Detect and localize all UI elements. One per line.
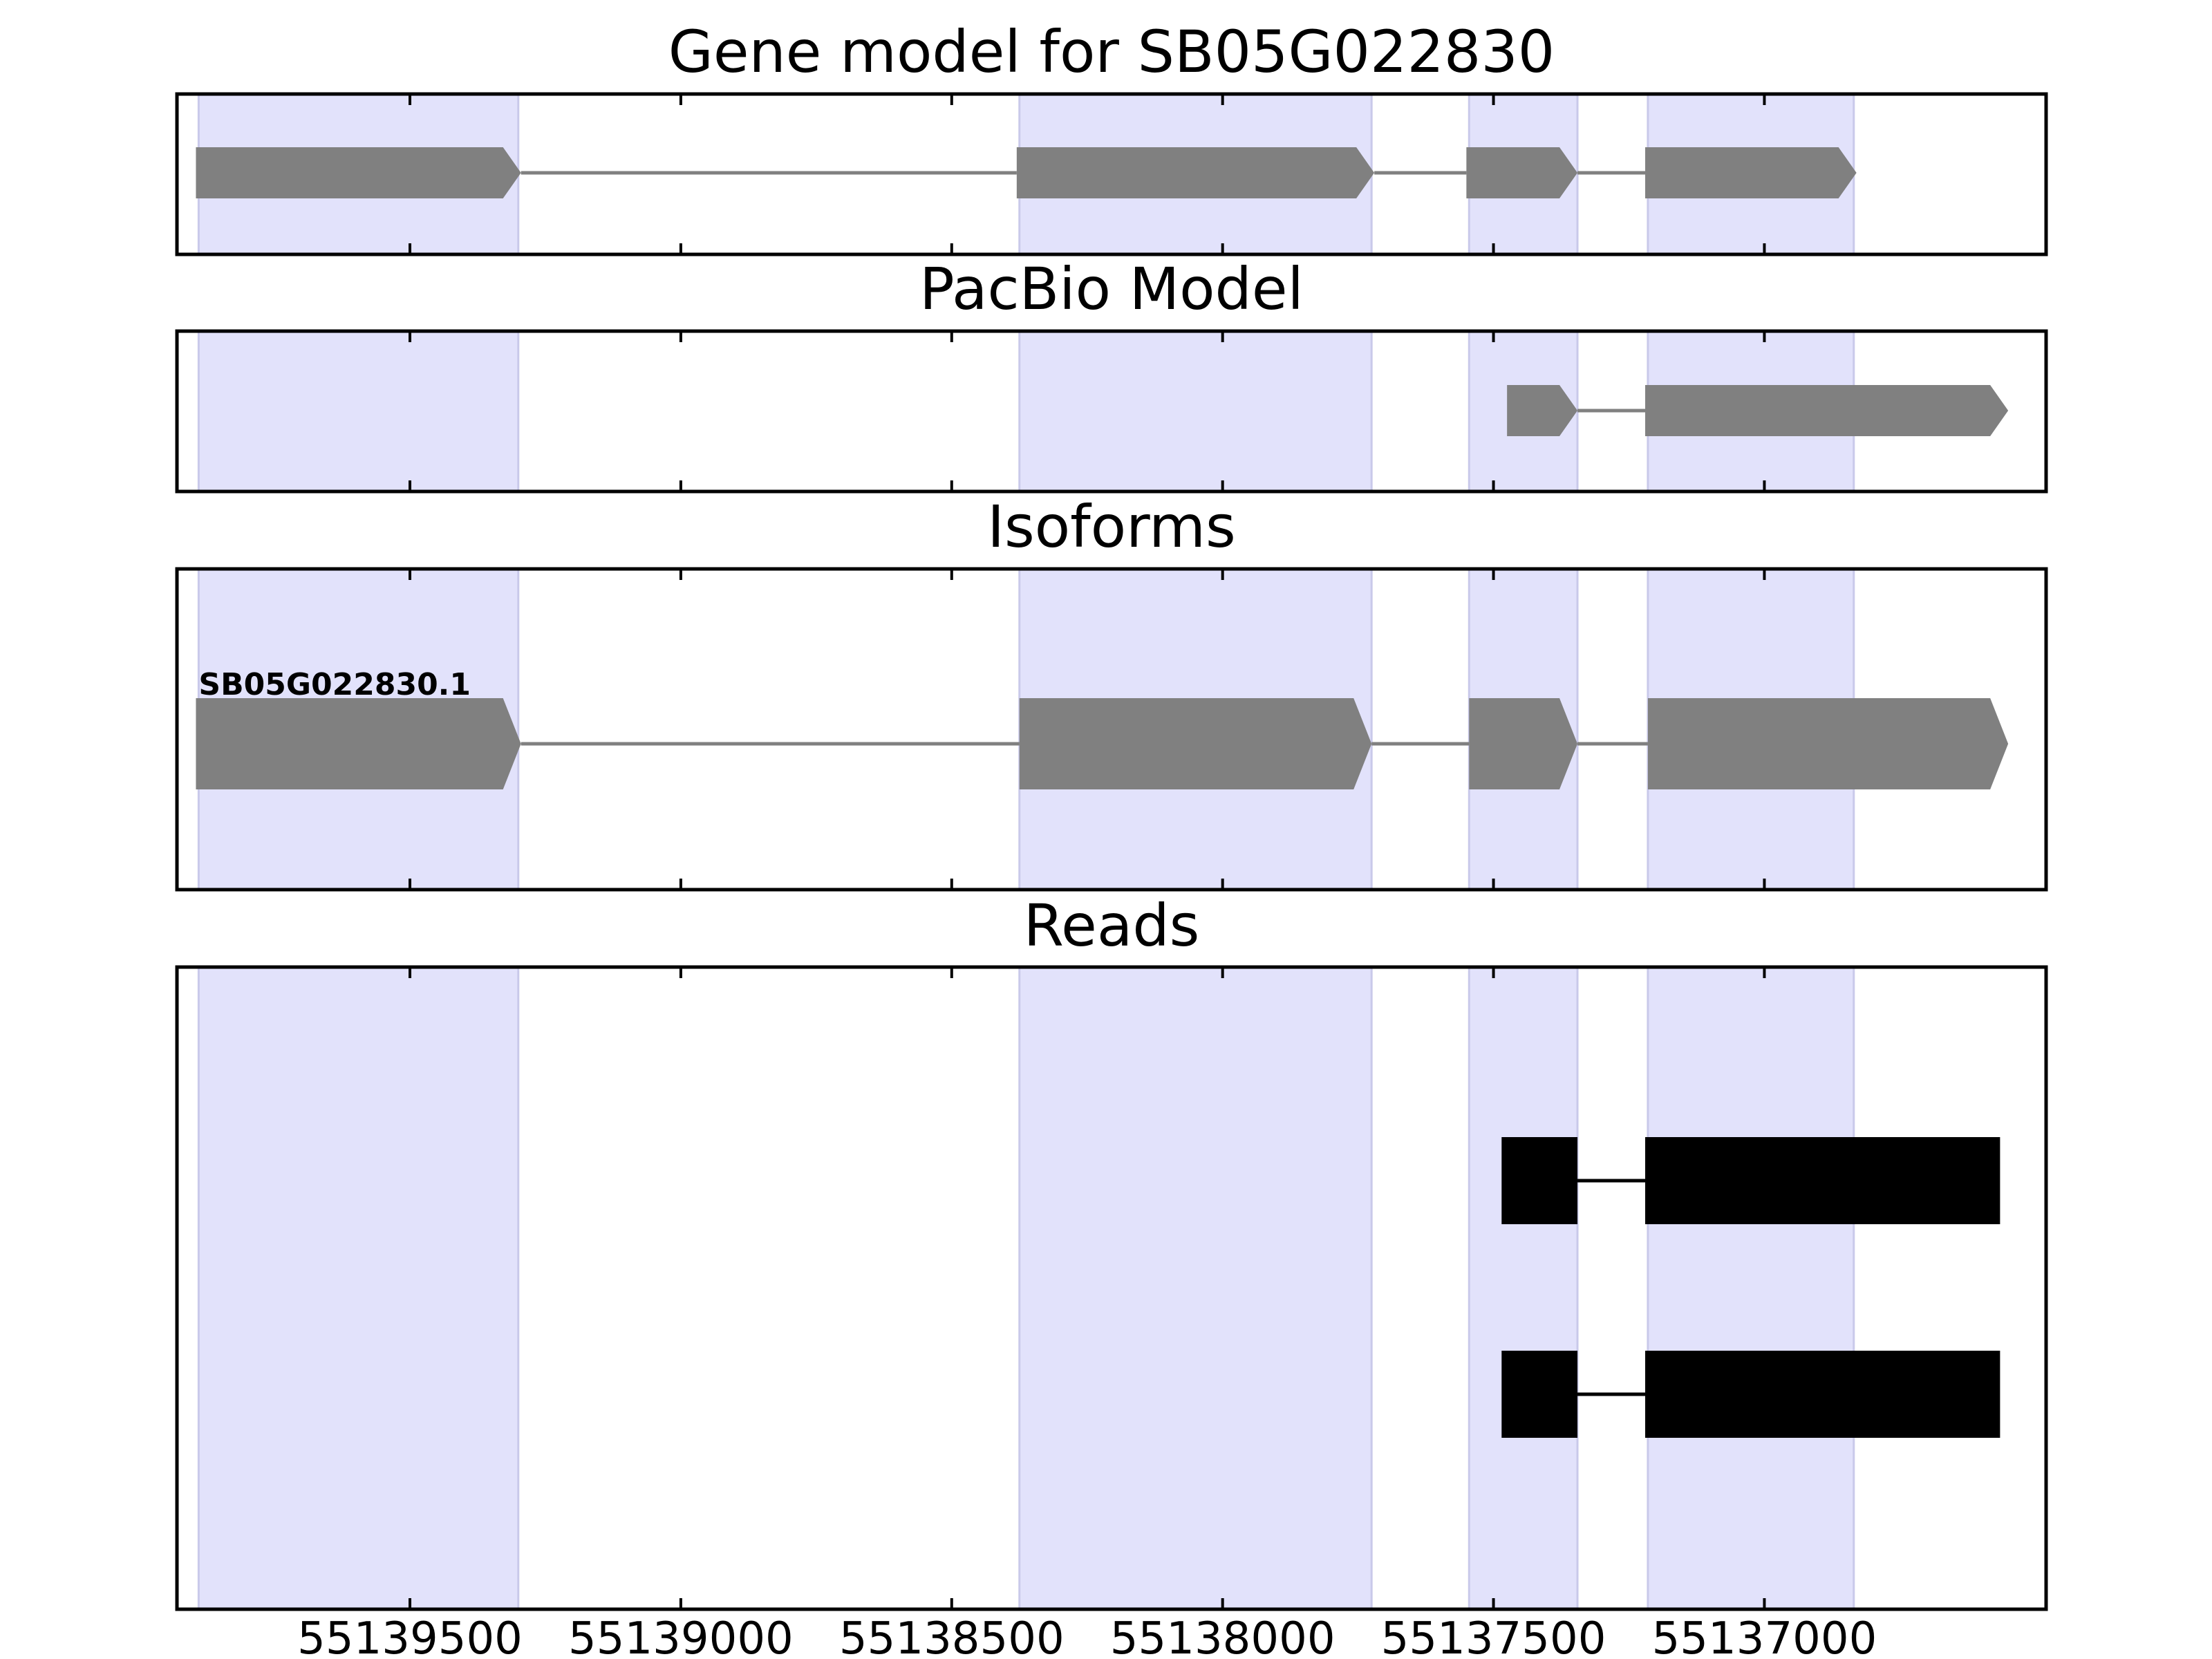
exon-region-band <box>1468 966 1579 1611</box>
panel-title: Isoforms <box>987 493 1236 561</box>
panel-1: Gene model for SB05G022830 <box>175 18 2048 256</box>
isoform-label: SB05G022830.1 <box>198 667 471 702</box>
exon-arrow <box>1647 698 2009 789</box>
panel-frame <box>175 567 2048 892</box>
exon-arrow <box>196 698 521 789</box>
read-exon-block <box>1501 1351 1578 1438</box>
read-track <box>1501 1137 2000 1224</box>
exon-arrow <box>1016 147 1375 198</box>
x-tick-label: 55139000 <box>568 1613 794 1659</box>
panel-frame <box>175 329 2048 494</box>
x-tick-label: 55139500 <box>297 1613 523 1659</box>
exon-arrow <box>1645 385 2009 436</box>
panel-frame <box>175 965 2048 1611</box>
read-exon-block <box>1645 1351 2000 1438</box>
panel-title: PacBio Model <box>919 255 1304 323</box>
panels-group: Gene model for SB05G022830 PacBio Model Is… <box>175 18 2048 1611</box>
exon-arrow <box>1507 385 1578 436</box>
exon-region-band <box>1018 966 1373 1611</box>
transcript-track: SB05G022830.1 <box>196 667 2009 789</box>
exon-arrow <box>196 147 521 198</box>
exon-arrow <box>1019 698 1372 789</box>
panel-frame <box>175 92 2048 256</box>
panel-title: Reads <box>1024 892 1200 959</box>
read-exon-block <box>1645 1137 2000 1224</box>
exon-arrow <box>1469 698 1578 789</box>
exon-region-band <box>1647 966 1855 1611</box>
transcript-track <box>1507 385 2009 436</box>
panel-4: Reads <box>175 892 2048 1611</box>
panel-title: Gene model for SB05G022830 <box>668 18 1555 86</box>
panel-3: Isoforms SB05G022830.1 <box>175 493 2048 892</box>
exon-region-band <box>197 966 520 1611</box>
read-exon-block <box>1501 1137 1578 1224</box>
x-tick-label: 55138500 <box>839 1613 1065 1659</box>
x-tick-label: 55137500 <box>1381 1613 1606 1659</box>
exon-arrow <box>1645 147 1857 198</box>
x-tick-label: 55138000 <box>1110 1613 1335 1659</box>
read-track <box>1501 1351 2000 1438</box>
panel-2: PacBio Model <box>175 255 2048 494</box>
exon-region-band <box>197 330 520 493</box>
x-axis: 55139500 55139000 55138500 55138000 55137500… <box>297 1613 1877 1659</box>
transcript-track <box>196 147 1857 198</box>
exon-region-band <box>1018 330 1373 493</box>
exon-arrow <box>1466 147 1578 198</box>
x-tick-label: 55137000 <box>1652 1613 1877 1659</box>
